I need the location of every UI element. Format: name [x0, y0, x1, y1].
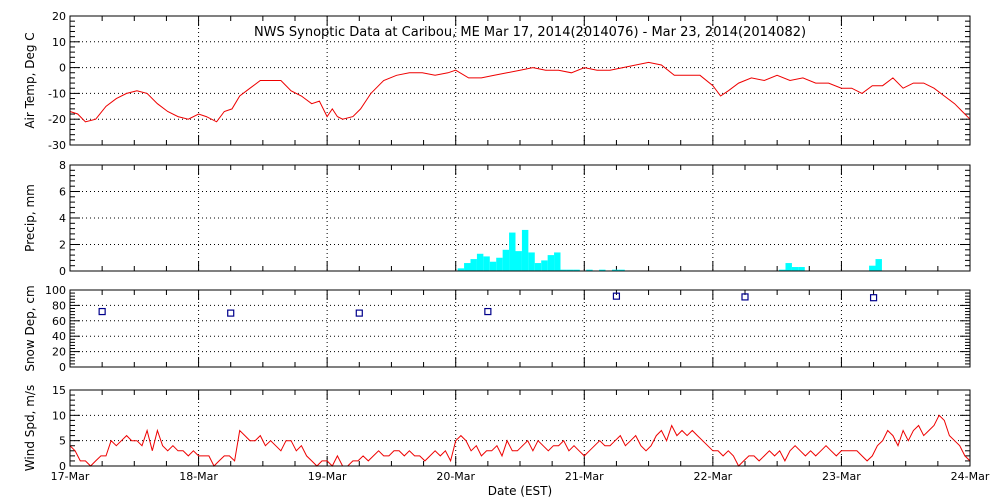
precip-bar: [528, 252, 535, 271]
snow-depth-point: [612, 292, 621, 300]
y-tick-label: -10: [48, 87, 66, 100]
precip-bar: [470, 259, 477, 271]
panel-4: 0 5 10 15 Wind Spd, m/s: [23, 384, 971, 473]
y-tick-label: 0: [59, 361, 66, 374]
snow-depth-point: [869, 294, 878, 302]
precip-bar: [599, 269, 606, 271]
wind-speed-line: [69, 414, 971, 467]
x-tick-label: 23-Mar: [822, 470, 861, 483]
precip-bar: [496, 257, 503, 271]
x-tick-label: 21-Mar: [565, 470, 604, 483]
precip-bar: [502, 249, 510, 271]
precip-bar: [457, 268, 465, 271]
chart-title: NWS Synoptic Data at Caribou, ME Mar 17,…: [254, 25, 806, 40]
precip-bar: [547, 255, 555, 271]
precip-bar: [483, 256, 490, 271]
precip-bar: [541, 260, 548, 271]
y-tick-label: -30: [48, 139, 66, 152]
air-temp-line: [69, 61, 971, 123]
y-tick-label: 10: [52, 36, 66, 49]
precip-bar: [476, 253, 484, 271]
x-tick-label: 20-Mar: [436, 470, 475, 483]
precip-bar: [573, 269, 580, 271]
snow-depth-point: [227, 309, 235, 317]
precip-bar: [515, 251, 522, 271]
y-tick-label: 6: [59, 186, 66, 199]
snow-depth-point: [98, 307, 106, 316]
snow-depth-point: [741, 293, 749, 301]
y-tick-label: 8: [59, 159, 66, 172]
y-tick-label: 100: [45, 284, 66, 297]
precip-bar: [586, 269, 593, 271]
precip-bar: [611, 269, 619, 271]
y-tick-label: 15: [52, 384, 66, 397]
y-tick-label: 40: [52, 330, 66, 343]
y-tick-label: 60: [52, 315, 66, 328]
y-tick-label: 5: [59, 435, 66, 448]
precip-bar: [869, 265, 876, 271]
y-tick-label: 80: [52, 299, 66, 312]
y-tick-label: 20: [52, 346, 66, 359]
x-tick-label: 19-Mar: [308, 470, 347, 483]
panel-frame: [69, 389, 971, 467]
y-tick-label: 0: [59, 460, 66, 473]
panel-3: 0 20 40 60 80 100 Snow Dep, cm: [23, 284, 971, 374]
y-tick-label: 2: [59, 239, 66, 252]
precip-bar: [785, 263, 792, 271]
snow-depth-point: [484, 307, 492, 316]
precip-bar: [779, 269, 786, 271]
x-tick-label: 18-Mar: [179, 470, 218, 483]
x-tick-label: 24-Mar: [951, 470, 990, 483]
snow-depth-point: [355, 309, 363, 317]
x-tick-label: 22-Mar: [693, 470, 732, 483]
x-axis-label: Date (EST): [488, 484, 552, 498]
precip-bar: [554, 252, 561, 271]
precip-bar: [618, 269, 625, 271]
y-axis-label: Air Temp, Deg C: [23, 32, 37, 128]
y-tick-label: -20: [48, 113, 66, 126]
precip-bar: [798, 267, 805, 271]
precip-bar: [464, 263, 471, 271]
precip-bar: [521, 229, 529, 271]
y-tick-label: 10: [52, 409, 66, 422]
panel-1: -30 -20 -10 0 10 20 Air Temp, Deg C: [23, 10, 971, 152]
precip-bar: [791, 267, 799, 271]
precip-bar: [509, 232, 516, 271]
panel-frame: [69, 289, 971, 368]
x-tick-label: 17-Mar: [51, 470, 90, 483]
y-tick-label: 0: [59, 265, 66, 278]
y-tick-label: 20: [52, 10, 66, 23]
y-axis-label: Precip, mm: [23, 184, 37, 252]
precip-bar: [489, 261, 497, 271]
precip-bar: [566, 269, 574, 271]
panel-2: 0 2 4 6 8 Precip, mm: [23, 159, 971, 278]
precip-bar: [875, 259, 882, 271]
y-axis-label: Wind Spd, m/s: [23, 385, 37, 471]
panel-frame: [69, 15, 971, 146]
panel-frame: [69, 164, 971, 272]
y-tick-label: 0: [59, 62, 66, 75]
panels: -30 -20 -10 0 10 20 Air Temp, Deg C 0 2 4 6 8 Precip…: [23, 10, 971, 473]
y-tick-label: 4: [59, 212, 66, 225]
precip-bar: [560, 269, 567, 271]
x-axis-tick-labels: 17-Mar 18-Mar 19-Mar 20-Mar 21-Mar 22-Mar 23-M…: [51, 470, 990, 483]
y-axis-label: Snow Dep, cm: [23, 285, 37, 371]
precip-bar: [534, 263, 542, 271]
